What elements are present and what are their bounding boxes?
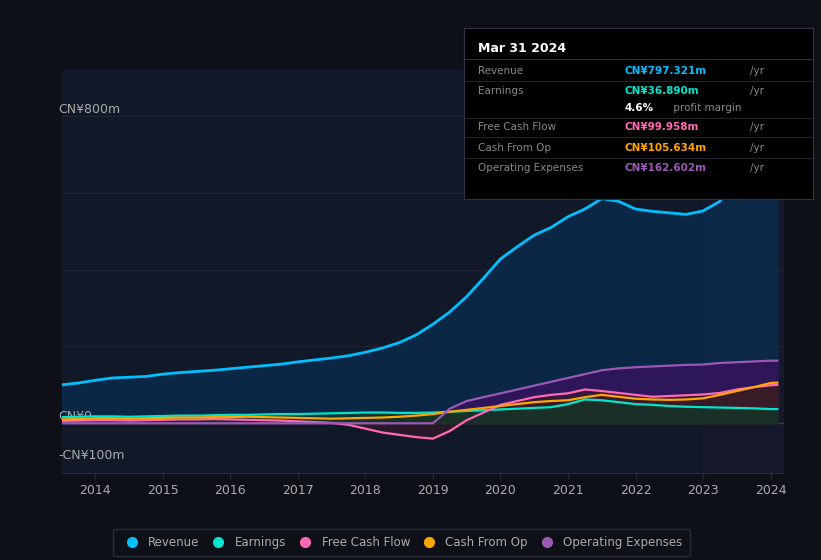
Text: CN¥105.634m: CN¥105.634m <box>624 143 707 152</box>
Text: /yr: /yr <box>750 66 764 76</box>
Text: 4.6%: 4.6% <box>624 103 654 113</box>
Text: /yr: /yr <box>750 143 764 152</box>
Text: /yr: /yr <box>750 163 764 173</box>
Text: CN¥800m: CN¥800m <box>58 103 120 116</box>
Text: /yr: /yr <box>750 86 764 96</box>
Text: CN¥797.321m: CN¥797.321m <box>624 66 707 76</box>
Text: profit margin: profit margin <box>670 103 741 113</box>
Text: CN¥99.958m: CN¥99.958m <box>624 122 699 132</box>
Text: -CN¥100m: -CN¥100m <box>58 449 125 461</box>
Text: Free Cash Flow: Free Cash Flow <box>478 122 556 132</box>
Text: CN¥36.890m: CN¥36.890m <box>624 86 699 96</box>
Text: Earnings: Earnings <box>478 86 523 96</box>
Bar <box>703 70 784 473</box>
Legend: Revenue, Earnings, Free Cash Flow, Cash From Op, Operating Expenses: Revenue, Earnings, Free Cash Flow, Cash … <box>112 529 690 556</box>
Text: CN¥162.602m: CN¥162.602m <box>624 163 706 173</box>
Text: Revenue: Revenue <box>478 66 523 76</box>
Text: Operating Expenses: Operating Expenses <box>478 163 583 173</box>
Text: /yr: /yr <box>750 122 764 132</box>
Text: CN¥0: CN¥0 <box>58 410 92 423</box>
Text: Cash From Op: Cash From Op <box>478 143 551 152</box>
Text: Mar 31 2024: Mar 31 2024 <box>478 41 566 55</box>
